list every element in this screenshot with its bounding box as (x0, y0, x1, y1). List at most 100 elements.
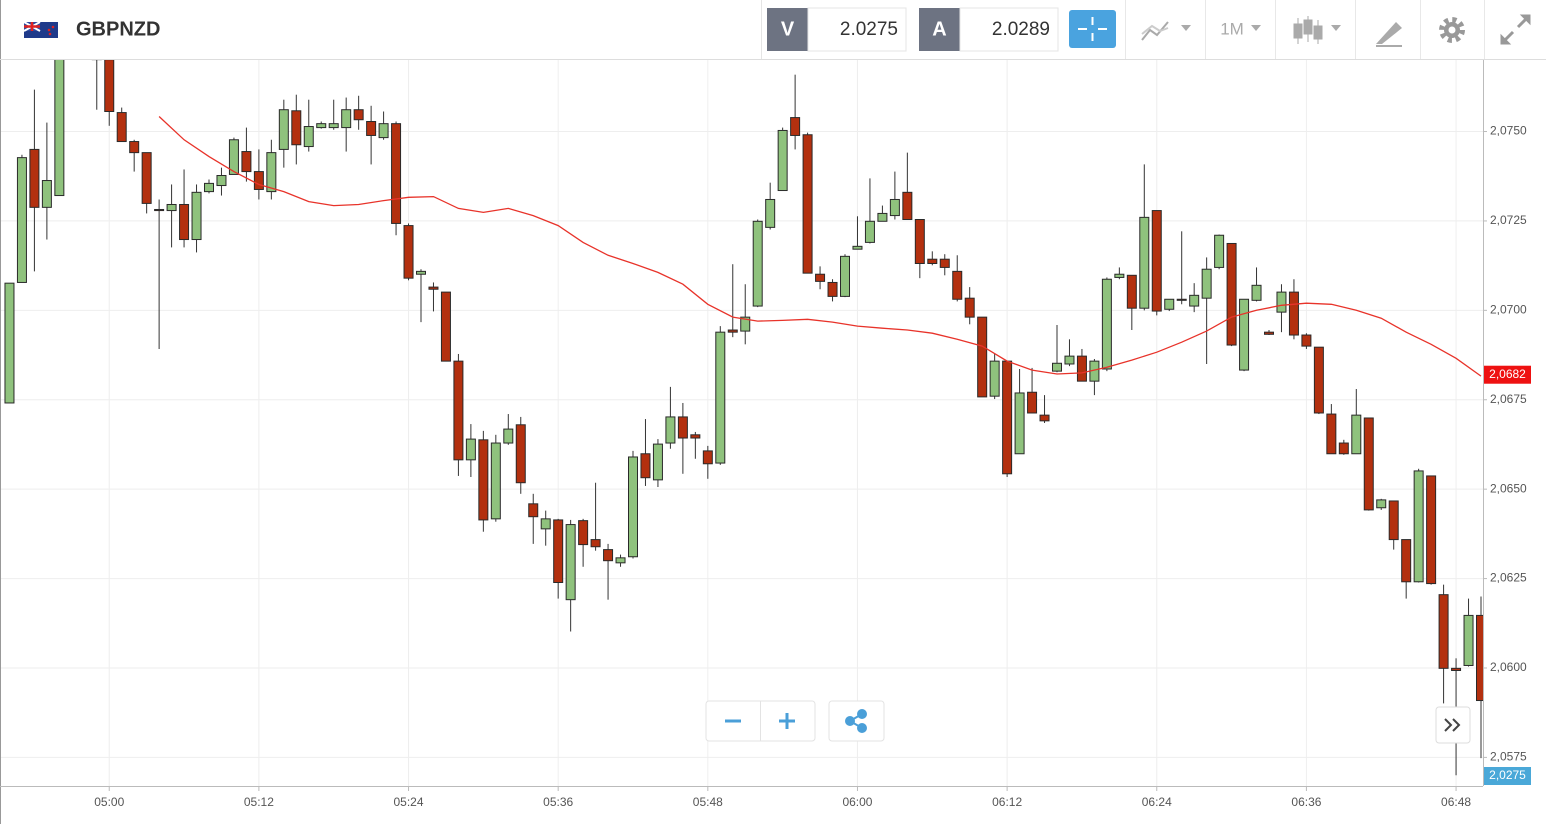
candle-body (1438, 594, 1449, 669)
candle-body (852, 245, 863, 250)
scroll-latest-button[interactable] (1435, 706, 1471, 744)
candle-body (353, 109, 364, 121)
candle-body (291, 110, 302, 146)
candle-body (1413, 470, 1424, 583)
candle-body (603, 549, 614, 562)
candle-body (927, 258, 938, 264)
toolbar-separators (1125, 0, 1485, 59)
candle-body (428, 286, 439, 290)
candle-body (1351, 414, 1362, 455)
candle-body (440, 291, 451, 362)
candle-body (1164, 298, 1175, 310)
candle-body (989, 360, 1000, 397)
moving-average-line (158, 116, 1482, 377)
candle-body (1201, 268, 1212, 299)
zoom-in-button[interactable] (779, 713, 795, 729)
candle-body (777, 129, 788, 192)
candle-body (715, 331, 726, 464)
sell-price-box[interactable] (807, 7, 907, 52)
indicator-button[interactable] (1141, 21, 1191, 41)
candle-body (1288, 291, 1299, 336)
candle-body (1189, 294, 1200, 307)
candle-body (590, 539, 601, 548)
x-tick-label: 05:00 (94, 795, 124, 809)
candle-body (939, 258, 950, 268)
candle-body (303, 126, 314, 148)
flag-icon (23, 21, 58, 38)
x-tick-label: 05:48 (693, 795, 723, 809)
x-tick-label: 05:12 (244, 795, 274, 809)
candle-body (752, 220, 763, 307)
candle-body (977, 316, 988, 398)
candle-body (1002, 360, 1013, 475)
candle-body (328, 123, 339, 129)
candle-body (815, 273, 826, 282)
candle-body (702, 450, 713, 465)
candle-body (1388, 500, 1399, 541)
candle-body (553, 519, 564, 584)
fullscreen-button[interactable] (1500, 14, 1531, 45)
y-tick-label: 2,0600 (1490, 660, 1527, 674)
candle-body (416, 270, 426, 275)
candle-body (515, 424, 526, 484)
plot-area (4, 60, 1483, 776)
candle-body (827, 281, 838, 297)
candle-body (54, 60, 65, 197)
ma-value-badge (1484, 365, 1531, 384)
timeframe-caret[interactable] (1251, 25, 1261, 31)
share-button[interactable] (845, 709, 867, 733)
candle-body (391, 123, 402, 224)
sell-price[interactable]: 2.0275 (840, 19, 898, 40)
crosshair-button[interactable] (1069, 10, 1116, 48)
settings-button[interactable] (1439, 17, 1465, 43)
candle-body (503, 428, 514, 444)
candle-body (341, 109, 352, 129)
candle-body (1264, 331, 1274, 335)
candle-body (1126, 274, 1137, 309)
crosshair-icon (1078, 17, 1107, 41)
candle-body (840, 255, 850, 297)
y-tick-label: 2,0675 (1490, 392, 1527, 406)
candle-body (1338, 442, 1349, 455)
buy-button[interactable] (919, 8, 960, 51)
candle-body (1376, 499, 1387, 509)
candle-body (1027, 391, 1038, 414)
sell-button[interactable] (767, 8, 808, 51)
scroll-latest-icon (1444, 718, 1461, 732)
buy-price[interactable]: 2.0289 (992, 19, 1050, 40)
candle-body (179, 203, 190, 241)
x-tick-label: 06:00 (842, 795, 872, 809)
buy-price-box[interactable] (959, 7, 1059, 52)
candle-body (116, 112, 127, 143)
candle-body (1276, 291, 1287, 313)
buy-label[interactable]: A (932, 18, 946, 40)
y-tick-label: 2,0575 (1490, 750, 1527, 764)
y-tick-label: 2,0625 (1490, 571, 1527, 585)
candle-body (41, 180, 52, 208)
candle-body (665, 416, 676, 444)
candle-body (615, 557, 626, 564)
candle-body (628, 456, 638, 558)
candle-body (266, 152, 277, 193)
candle-body (952, 270, 963, 300)
timeframe[interactable]: 1M (1220, 19, 1244, 38)
candle-body (104, 60, 115, 112)
candle-body (216, 175, 227, 187)
candle-body (1014, 392, 1025, 455)
candle-body (154, 208, 165, 212)
candle-body (1052, 362, 1062, 372)
candle-body (864, 220, 875, 243)
candle-body (1401, 539, 1412, 583)
drawing-button[interactable] (1376, 22, 1402, 47)
y-tick-label: 2,0700 (1490, 303, 1527, 317)
candle-body (1139, 216, 1150, 309)
candle-body (1151, 210, 1162, 312)
chart-type-button[interactable] (1293, 16, 1341, 44)
sell-label[interactable]: V (781, 18, 795, 40)
candle-body (465, 438, 476, 461)
y-tick-label: 2,0725 (1490, 213, 1527, 227)
candle-body (578, 520, 589, 546)
candle-body (166, 203, 177, 212)
